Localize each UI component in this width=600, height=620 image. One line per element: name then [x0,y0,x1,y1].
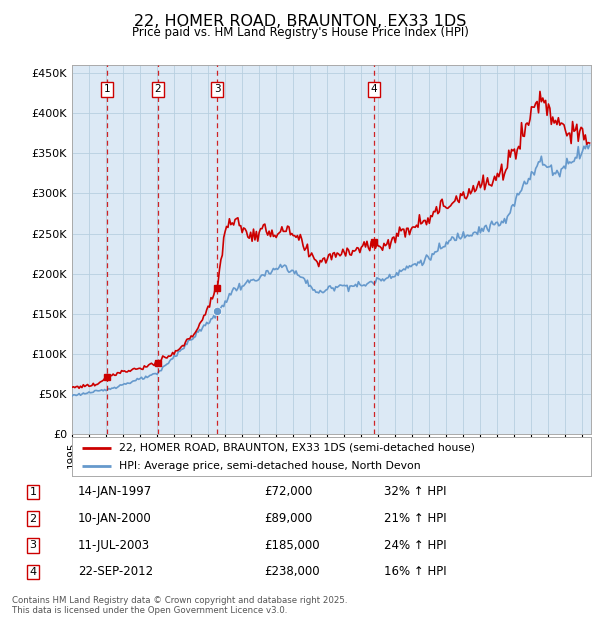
Text: 3: 3 [214,84,220,94]
Text: 4: 4 [29,567,37,577]
Text: £89,000: £89,000 [264,512,312,525]
Text: 21% ↑ HPI: 21% ↑ HPI [384,512,446,525]
Text: 32% ↑ HPI: 32% ↑ HPI [384,485,446,498]
Text: 24% ↑ HPI: 24% ↑ HPI [384,539,446,552]
Text: 2: 2 [29,513,37,524]
Text: 22, HOMER ROAD, BRAUNTON, EX33 1DS: 22, HOMER ROAD, BRAUNTON, EX33 1DS [134,14,466,29]
Text: 4: 4 [370,84,377,94]
Text: Contains HM Land Registry data © Crown copyright and database right 2025.
This d: Contains HM Land Registry data © Crown c… [12,596,347,615]
Text: 11-JUL-2003: 11-JUL-2003 [78,539,150,552]
Text: 2: 2 [154,84,161,94]
Text: 22, HOMER ROAD, BRAUNTON, EX33 1DS (semi-detached house): 22, HOMER ROAD, BRAUNTON, EX33 1DS (semi… [119,443,475,453]
Text: 14-JAN-1997: 14-JAN-1997 [78,485,152,498]
Text: £72,000: £72,000 [264,485,313,498]
Text: 1: 1 [103,84,110,94]
Text: 16% ↑ HPI: 16% ↑ HPI [384,565,446,578]
Text: 3: 3 [29,540,37,551]
Text: 1: 1 [29,487,37,497]
Text: HPI: Average price, semi-detached house, North Devon: HPI: Average price, semi-detached house,… [119,461,421,471]
Text: 10-JAN-2000: 10-JAN-2000 [78,512,152,525]
Text: £185,000: £185,000 [264,539,320,552]
Text: £238,000: £238,000 [264,565,320,578]
Text: 22-SEP-2012: 22-SEP-2012 [78,565,153,578]
Text: Price paid vs. HM Land Registry's House Price Index (HPI): Price paid vs. HM Land Registry's House … [131,26,469,39]
